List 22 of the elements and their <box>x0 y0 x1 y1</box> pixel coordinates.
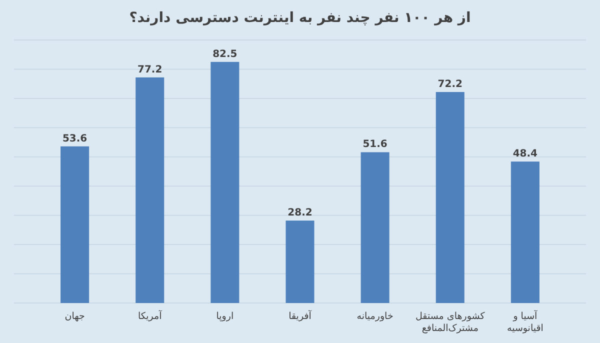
x-tick-label: آسیا و اقیانوسیه <box>506 310 544 334</box>
x-tick-label: آفریقا <box>288 310 312 322</box>
x-tick-label: آمریکا <box>138 310 162 322</box>
bar <box>510 162 540 303</box>
bar <box>360 152 390 303</box>
data-label: 51.6 <box>362 139 388 150</box>
data-label: 77.2 <box>138 64 162 76</box>
data-label: 28.2 <box>288 208 312 219</box>
chart-title: از هر ۱۰۰ نفر چند نفر به اینترنت دسترسی دارند؟ <box>129 10 471 26</box>
x-tick-label: جهان <box>64 311 85 322</box>
data-label: 82.5 <box>212 48 238 60</box>
bar <box>60 146 90 303</box>
data-label: 53.6 <box>62 133 88 144</box>
data-label: 72.2 <box>438 79 462 90</box>
x-tick-label: اروپا <box>216 311 234 322</box>
bar <box>286 220 314 303</box>
x-tick-label: خاورمیانه <box>356 311 394 322</box>
x-tick-label: کشورهای مستقل مشترک‌المنافع <box>415 311 486 334</box>
bar <box>136 77 164 303</box>
bar <box>436 92 464 303</box>
data-label: 48.4 <box>512 148 538 160</box>
bar <box>210 62 240 303</box>
